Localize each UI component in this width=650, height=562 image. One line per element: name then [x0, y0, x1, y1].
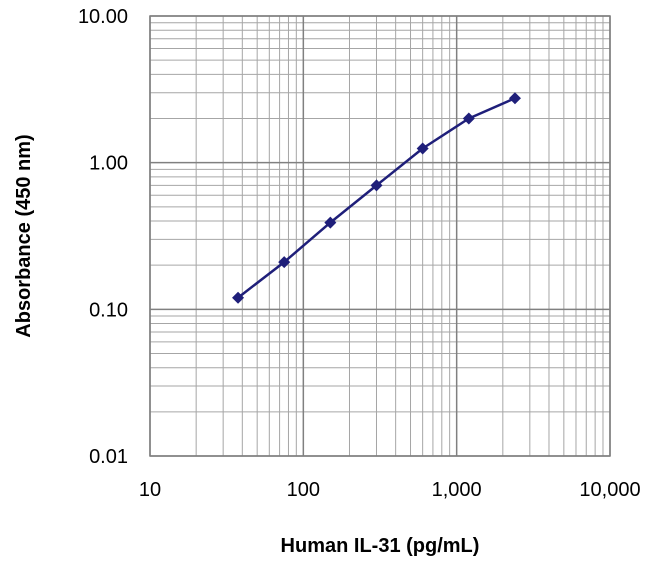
series	[232, 92, 521, 304]
y-tick-label: 0.10	[89, 299, 128, 321]
data-point-marker	[370, 179, 383, 192]
y-tick-label: 1.00	[89, 153, 128, 175]
y-tick-label: 0.01	[89, 446, 128, 468]
x-axis-title: Human IL-31 (pg/mL)	[281, 535, 480, 557]
y-axis-title: Absorbance (450 nm)	[13, 134, 35, 337]
data-point-marker	[416, 142, 429, 155]
data-point-marker	[324, 216, 337, 229]
x-tick-label: 100	[287, 479, 320, 501]
data-point-marker	[278, 256, 291, 269]
data-point-marker	[462, 112, 475, 125]
data-point-marker	[508, 92, 521, 105]
x-tick-label: 1,000	[432, 479, 482, 501]
data-point-marker	[232, 291, 245, 304]
x-tick-label: 10,000	[579, 479, 640, 501]
y-tick-label: 10.00	[78, 6, 128, 28]
x-tick-label: 10	[139, 479, 161, 501]
plot-area	[149, 15, 611, 457]
tick-labels: 10 100 1,000 10,000 10.00 1.00 0.10 0.01	[78, 6, 641, 501]
grid	[149, 15, 611, 457]
